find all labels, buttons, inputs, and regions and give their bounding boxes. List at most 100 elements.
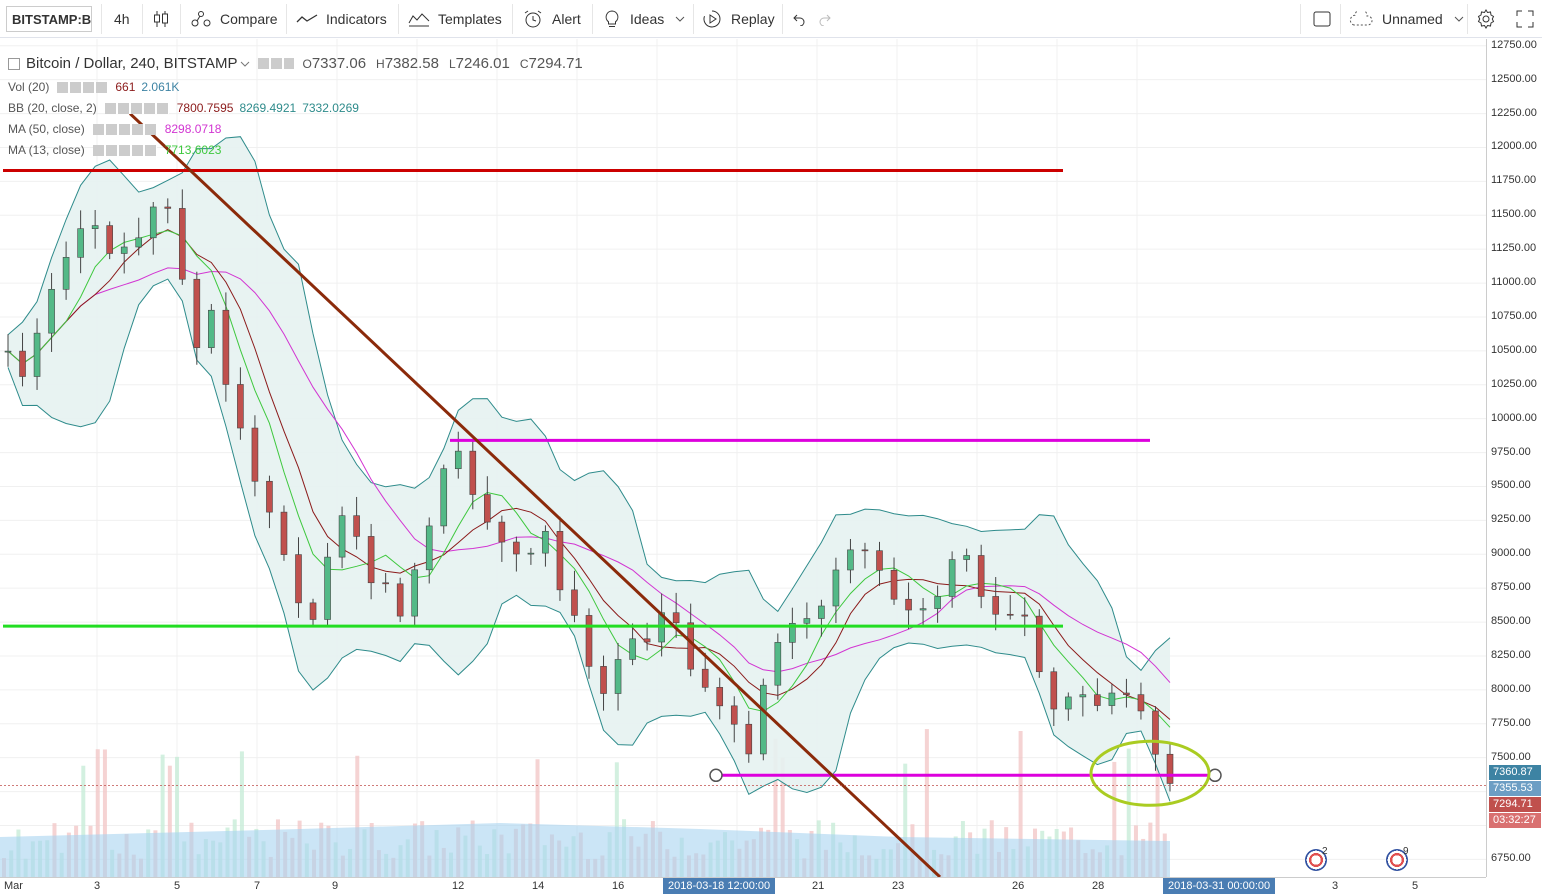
volume-bar [175,756,180,877]
price-tick-label: 10750.00 [1491,309,1537,322]
volume-bar [924,729,929,877]
price-tick-label: 6750.00 [1491,852,1531,865]
expand-icon [1516,10,1534,28]
candle-body [948,559,956,597]
legend-bollinger[interactable]: BB (20, close, 2) 7800.7595 8269.4921 73… [8,101,359,115]
price-axis[interactable]: 12750.00 12500.00 12250.00 12000.00 11750.00… [1486,39,1542,877]
volume-bar [239,751,244,877]
candles-icon [154,11,168,27]
maximize-button[interactable] [1516,0,1542,38]
cloud-icon [1349,11,1373,26]
price-tick-label: 11250.00 [1491,242,1537,255]
square-icon [1313,11,1331,27]
candle-body [48,289,55,334]
candle-body [542,530,549,554]
time-tick-label: 14 [532,880,545,892]
volume-bar [102,749,107,877]
price-tick-label: 11750.00 [1491,174,1537,187]
price-tick-label: 12500.00 [1491,72,1537,85]
candle-body [484,494,491,523]
candle-body [803,618,811,624]
indicators-button[interactable]: Indicators [296,0,387,38]
candle-body [164,206,172,209]
legend-symbol-title[interactable]: Bitcoin / Dollar, 240, BITSTAMP [26,55,238,72]
volume-bar [535,759,540,877]
candle-body [847,549,854,571]
candle-body [120,246,128,254]
volume-bar [614,762,619,877]
price-tick-label: 12250.00 [1491,106,1537,119]
candle-body [19,350,26,377]
layout-name-button[interactable]: Unnamed [1348,0,1473,38]
candle-body [77,228,84,258]
symbol-search[interactable]: BITSTAMP:B [6,6,92,32]
collapse-legend-icon[interactable] [8,57,20,70]
legend-volume[interactable]: Vol (20) 661 2.061K [8,80,180,94]
interval-selector[interactable]: 4h [114,11,130,27]
candle-body [1006,613,1014,616]
compare-button[interactable]: Compare [190,0,278,38]
candle-body [963,555,970,560]
replay-button[interactable]: Replay [701,0,775,38]
price-tick-label: 9250.00 [1491,513,1531,526]
candle-body [585,615,593,667]
price-tick-label: 11000.00 [1491,276,1537,289]
legend-ma13[interactable]: MA (13, close) 7713.6023 [8,143,222,157]
price-label-tag: 03:32:27 [1489,813,1541,829]
events-flag-badge[interactable] [1386,849,1408,871]
price-tick-label: 7750.00 [1491,716,1531,729]
time-tick-label: 12 [452,880,465,892]
volume-bar [773,738,778,877]
chart-pane[interactable]: Bitcoin / Dollar, 240, BITSTAMP O 7337.06… [0,39,1486,877]
ideas-button[interactable]: Ideas [602,0,694,38]
time-tick-label: 26 [1012,880,1025,892]
chart-type-button[interactable] [152,0,178,38]
candle-body [1166,753,1174,784]
candle-body [396,583,404,617]
events-flag-badge[interactable] [1305,849,1327,871]
time-tick-label: 5 [1412,880,1419,892]
time-axis[interactable]: Mar 3 5 7 9 12 14 16 21 23 26 28 3 5 2018-03-18 12:00:… [0,877,1486,894]
templates-button[interactable]: Templates [408,0,502,38]
candle-body [556,530,564,591]
candle-body [469,450,477,495]
candle-body [716,687,724,707]
candle-body [324,556,331,620]
candle-body [832,569,840,607]
redo-button[interactable] [818,0,842,38]
legend-ma50[interactable]: MA (50, close) 8298.0718 [8,122,222,136]
candle-body [106,225,113,254]
legend-actions-icon[interactable] [92,144,157,156]
settings-button[interactable] [1475,0,1505,38]
volume-bar [1155,749,1160,877]
price-tick-label: 10500.00 [1491,343,1537,356]
candle-body [135,237,143,248]
alert-button[interactable]: Alert [522,0,581,38]
candle-body [774,642,782,686]
legend-actions-icon[interactable] [104,102,169,114]
candle-body [1079,694,1087,698]
volume-bar [1126,748,1131,877]
candle-body [1065,696,1072,710]
candle-body [1094,694,1101,706]
candle-body [701,668,709,688]
candle-body [237,384,244,429]
candle-body [905,598,912,611]
bollinger-band-fill [8,136,1170,802]
candle-body [527,552,535,555]
candle-body [222,309,230,385]
fullscreen-square-button[interactable] [1312,0,1340,38]
volume-bar [1018,731,1023,877]
candle-body [251,427,259,482]
legend-actions-icon[interactable] [258,58,295,69]
undo-button[interactable] [790,0,814,38]
price-label-tag: 7294.71 [1489,797,1541,813]
price-tick-label: 8000.00 [1491,682,1531,695]
price-chart-svg[interactable] [0,39,1486,877]
legend-actions-icon[interactable] [92,123,157,135]
candle-body [672,612,680,624]
legend-actions-icon[interactable] [57,81,108,93]
candle-body [890,569,898,600]
volume-bar [780,757,785,877]
events-count-2: 9 [1403,846,1409,857]
